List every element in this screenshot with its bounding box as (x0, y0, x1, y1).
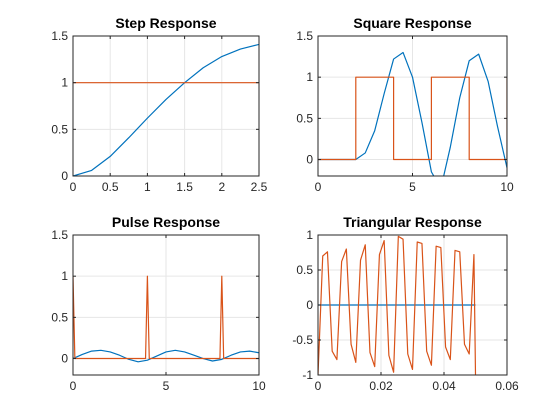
chart-title: Step Response (115, 15, 216, 31)
subplot-4: 0 0.02 0.04 0.06 -1 -0.5 0 0.5 1 Triangular Respo… (292, 214, 519, 393)
x-tick-label: 0 (70, 180, 77, 194)
subplot-1: 0 0.5 1 1.5 2 2.5 0 0.5 1 1.5 Step Response (51, 15, 267, 194)
y-tick-label: 1 (306, 70, 313, 84)
x-tick-label: 1 (144, 180, 151, 194)
plot-area (73, 36, 259, 176)
x-tick-label: 0.06 (495, 379, 519, 393)
x-tick-label: 0.02 (369, 379, 393, 393)
y-tick-label: 0.5 (51, 310, 68, 324)
x-tick-label: 5 (163, 379, 170, 393)
y-tick-label: -0.5 (292, 333, 313, 347)
series-line-2 (318, 235, 477, 375)
y-tick-label: 0.5 (296, 263, 313, 277)
y-tick-label: -1 (302, 368, 313, 382)
x-tick-label: 1.5 (176, 180, 193, 194)
y-tick-label: 0 (306, 153, 313, 167)
series-line-1 (73, 349, 259, 363)
chart-title: Pulse Response (112, 214, 220, 230)
x-tick-label: 0.04 (432, 379, 456, 393)
chart-title: Square Response (353, 15, 471, 31)
y-tick-label: 1.5 (51, 228, 68, 242)
x-tick-label: 5 (409, 180, 416, 194)
y-tick-label: 1 (61, 76, 68, 90)
series-line-1 (318, 51, 507, 176)
x-tick-label: 0 (70, 379, 77, 393)
subplot-3: 0 5 10 0 0.5 1 1.5 Pulse Response (51, 214, 266, 393)
y-tick-label: 1.5 (51, 29, 68, 43)
x-tick-label: 0 (315, 379, 322, 393)
y-tick-label: 1.5 (296, 29, 313, 43)
y-tick-label: 0.5 (296, 111, 313, 125)
y-tick-label: 0 (61, 169, 68, 183)
x-tick-label: 2.5 (251, 180, 268, 194)
y-tick-label: 1 (61, 269, 68, 283)
x-tick-label: 2 (218, 180, 225, 194)
y-tick-label: 0 (61, 352, 68, 366)
x-tick-label: 10 (252, 379, 266, 393)
x-tick-label: 0 (315, 180, 322, 194)
subplot-2: 0 5 10 0 0.5 1 1.5 Square Response (296, 15, 514, 194)
x-tick-label: 0.5 (102, 180, 119, 194)
y-tick-label: 1 (306, 228, 313, 242)
y-tick-label: 0.5 (51, 122, 68, 136)
series-line-2 (73, 275, 259, 360)
chart-title: Triangular Response (343, 214, 482, 230)
series-line-1 (73, 43, 259, 176)
x-tick-label: 10 (500, 180, 514, 194)
axes-box (72, 35, 260, 177)
y-tick-label: 0 (306, 298, 313, 312)
series-line-2 (318, 76, 507, 161)
